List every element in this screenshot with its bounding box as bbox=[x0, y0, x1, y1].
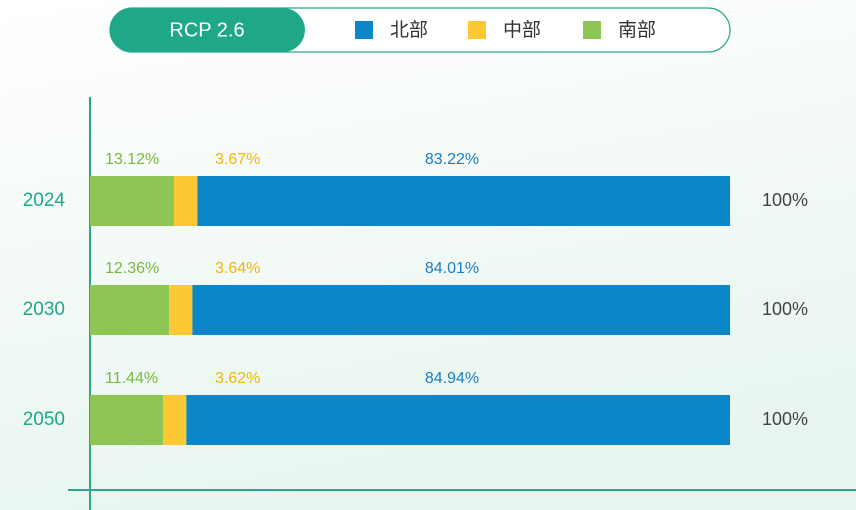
total-label: 100% bbox=[762, 409, 808, 429]
value-label: 84.01% bbox=[425, 260, 479, 277]
bar-segment bbox=[90, 285, 170, 335]
bar-segment bbox=[173, 176, 198, 226]
value-label: 13.12% bbox=[105, 151, 159, 168]
legend-label: 北部 bbox=[390, 19, 428, 41]
bar-segment bbox=[90, 176, 174, 226]
value-label: 84.94% bbox=[425, 370, 479, 387]
value-label: 3.67% bbox=[215, 151, 260, 168]
legend-swatch bbox=[355, 21, 373, 39]
value-label: 11.44% bbox=[105, 370, 158, 387]
bar-segment bbox=[186, 395, 730, 445]
legend-label: 南部 bbox=[618, 19, 656, 41]
scenario-badge bbox=[110, 8, 305, 52]
total-label: 100% bbox=[762, 299, 808, 319]
legend-swatch bbox=[583, 21, 601, 39]
legend-label: 中部 bbox=[503, 19, 541, 41]
value-label: 3.64% bbox=[215, 260, 260, 277]
bar-segment bbox=[192, 285, 731, 335]
y-tick-label: 2050 bbox=[23, 409, 65, 430]
legend-swatch bbox=[468, 21, 486, 39]
value-label: 83.22% bbox=[425, 151, 479, 168]
total-label: 100% bbox=[762, 190, 808, 210]
scenario-label: RCP 2.6 bbox=[169, 19, 244, 41]
bar-segment bbox=[90, 395, 164, 445]
value-label: 3.62% bbox=[215, 370, 260, 387]
y-tick-label: 2024 bbox=[23, 190, 66, 211]
value-label: 12.36% bbox=[105, 260, 159, 277]
bar-segment bbox=[169, 285, 193, 335]
bar-segment bbox=[163, 395, 187, 445]
bar-segment bbox=[197, 176, 731, 226]
y-tick-label: 2030 bbox=[23, 299, 65, 320]
